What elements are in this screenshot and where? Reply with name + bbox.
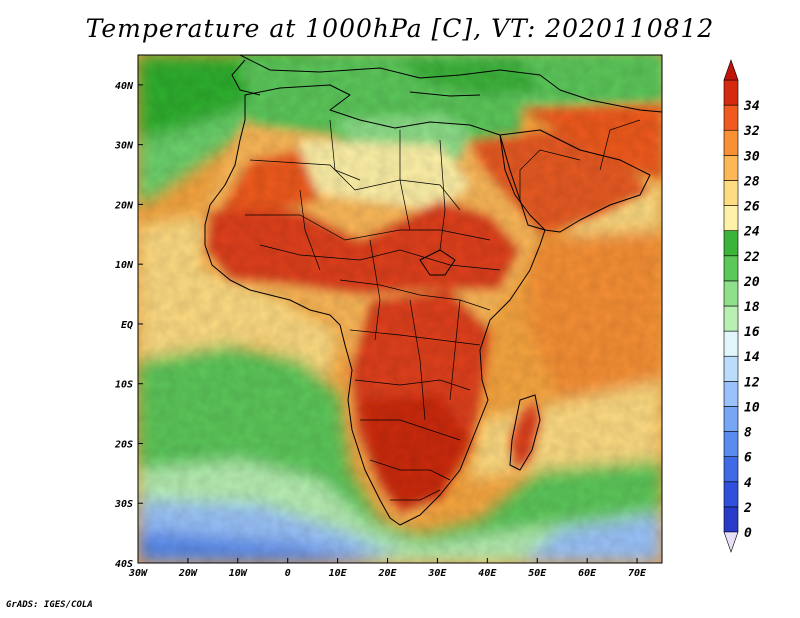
colorbar-label: 34 — [743, 99, 760, 114]
colorbar-swatch — [723, 155, 739, 181]
colorbar-swatch — [723, 481, 739, 508]
colorbar-swatch — [723, 431, 739, 457]
x-tick-label: 0 — [285, 568, 291, 579]
x-tick-label: 40E — [478, 568, 497, 579]
colorbar-label: 12 — [744, 375, 760, 390]
colorbar-label: 16 — [744, 325, 760, 340]
x-tick-label: 60E — [578, 568, 597, 579]
y-tick-label: 40S — [115, 559, 133, 570]
colorbar-label: 6 — [744, 451, 752, 466]
colorbar-label: 10 — [744, 400, 760, 415]
x-tick-label: 20E — [377, 568, 397, 579]
colorbar-swatch — [723, 129, 739, 156]
x-axis: 30W 20W 10W 0 10E 20E 30E 40E 50E 60E 70E — [128, 558, 647, 579]
colorbar-label: 32 — [743, 124, 760, 139]
y-tick-label: 40N — [115, 81, 134, 92]
colorbar-swatch — [723, 406, 739, 432]
x-tick-label: 70E — [628, 568, 647, 579]
colorbar-label: 14 — [744, 350, 760, 365]
colorbar-swatch — [723, 381, 739, 407]
colorbar-label: 4 — [744, 476, 752, 491]
colorbar-swatch — [723, 456, 739, 483]
y-tick-label: 10S — [115, 380, 133, 391]
x-tick-label: 30W — [128, 568, 148, 579]
colorbar-swatch — [723, 79, 739, 106]
colorbar-label: 0 — [744, 526, 752, 541]
colorbar-label: 26 — [743, 200, 760, 215]
colorbar-label: 28 — [743, 174, 760, 189]
colorbar-under-arrow — [723, 531, 739, 553]
y-tick-label: 30N — [114, 141, 134, 152]
y-tick-label: 20S — [114, 439, 133, 450]
colorbar-swatch — [723, 280, 739, 307]
colorbar-swatch — [723, 180, 739, 206]
colorbar-label: 20 — [743, 275, 760, 290]
y-tick-label: EQ — [121, 320, 133, 331]
x-tick-label: 50E — [528, 568, 547, 579]
colorbar-swatch — [723, 255, 739, 282]
colorbar-label: 8 — [744, 426, 752, 441]
colorbar-label: 18 — [744, 300, 760, 315]
x-tick-label: 30E — [427, 568, 447, 579]
coastlines — [204, 55, 662, 526]
colorbar-swatch — [723, 330, 739, 357]
country-borders — [245, 119, 641, 501]
plot-frame — [137, 54, 663, 564]
colorbar-label: 22 — [743, 250, 760, 265]
colorbar-swatch — [723, 305, 739, 332]
colorbar-label: 24 — [743, 225, 760, 240]
colorbar-swatch — [723, 230, 739, 257]
colorbar-swatch — [723, 506, 739, 533]
colorbar-swatch — [723, 104, 739, 131]
colorbar-label: 30 — [743, 149, 760, 164]
credit-text: GrADS: IGES/COLA — [6, 600, 93, 610]
x-tick-label: 20W — [178, 568, 198, 579]
colorbar-swatch — [723, 205, 739, 231]
colorbar-label: 2 — [743, 501, 752, 516]
y-axis: 40N 30N 20N 10N EQ 10S 20S 30S 40S — [114, 81, 143, 570]
colorbar-over-arrow — [723, 59, 739, 81]
temperature-field — [138, 55, 662, 563]
colorbar-swatch — [723, 355, 739, 382]
x-tick-label: 10E — [329, 568, 348, 579]
x-tick-label: 10W — [229, 568, 248, 579]
y-tick-label: 10N — [115, 260, 134, 271]
y-tick-label: 30S — [114, 499, 133, 510]
y-tick-label: 20N — [114, 200, 134, 211]
chart-title: Temperature at 1000hPa [C], VT: 20201108… — [85, 14, 715, 43]
